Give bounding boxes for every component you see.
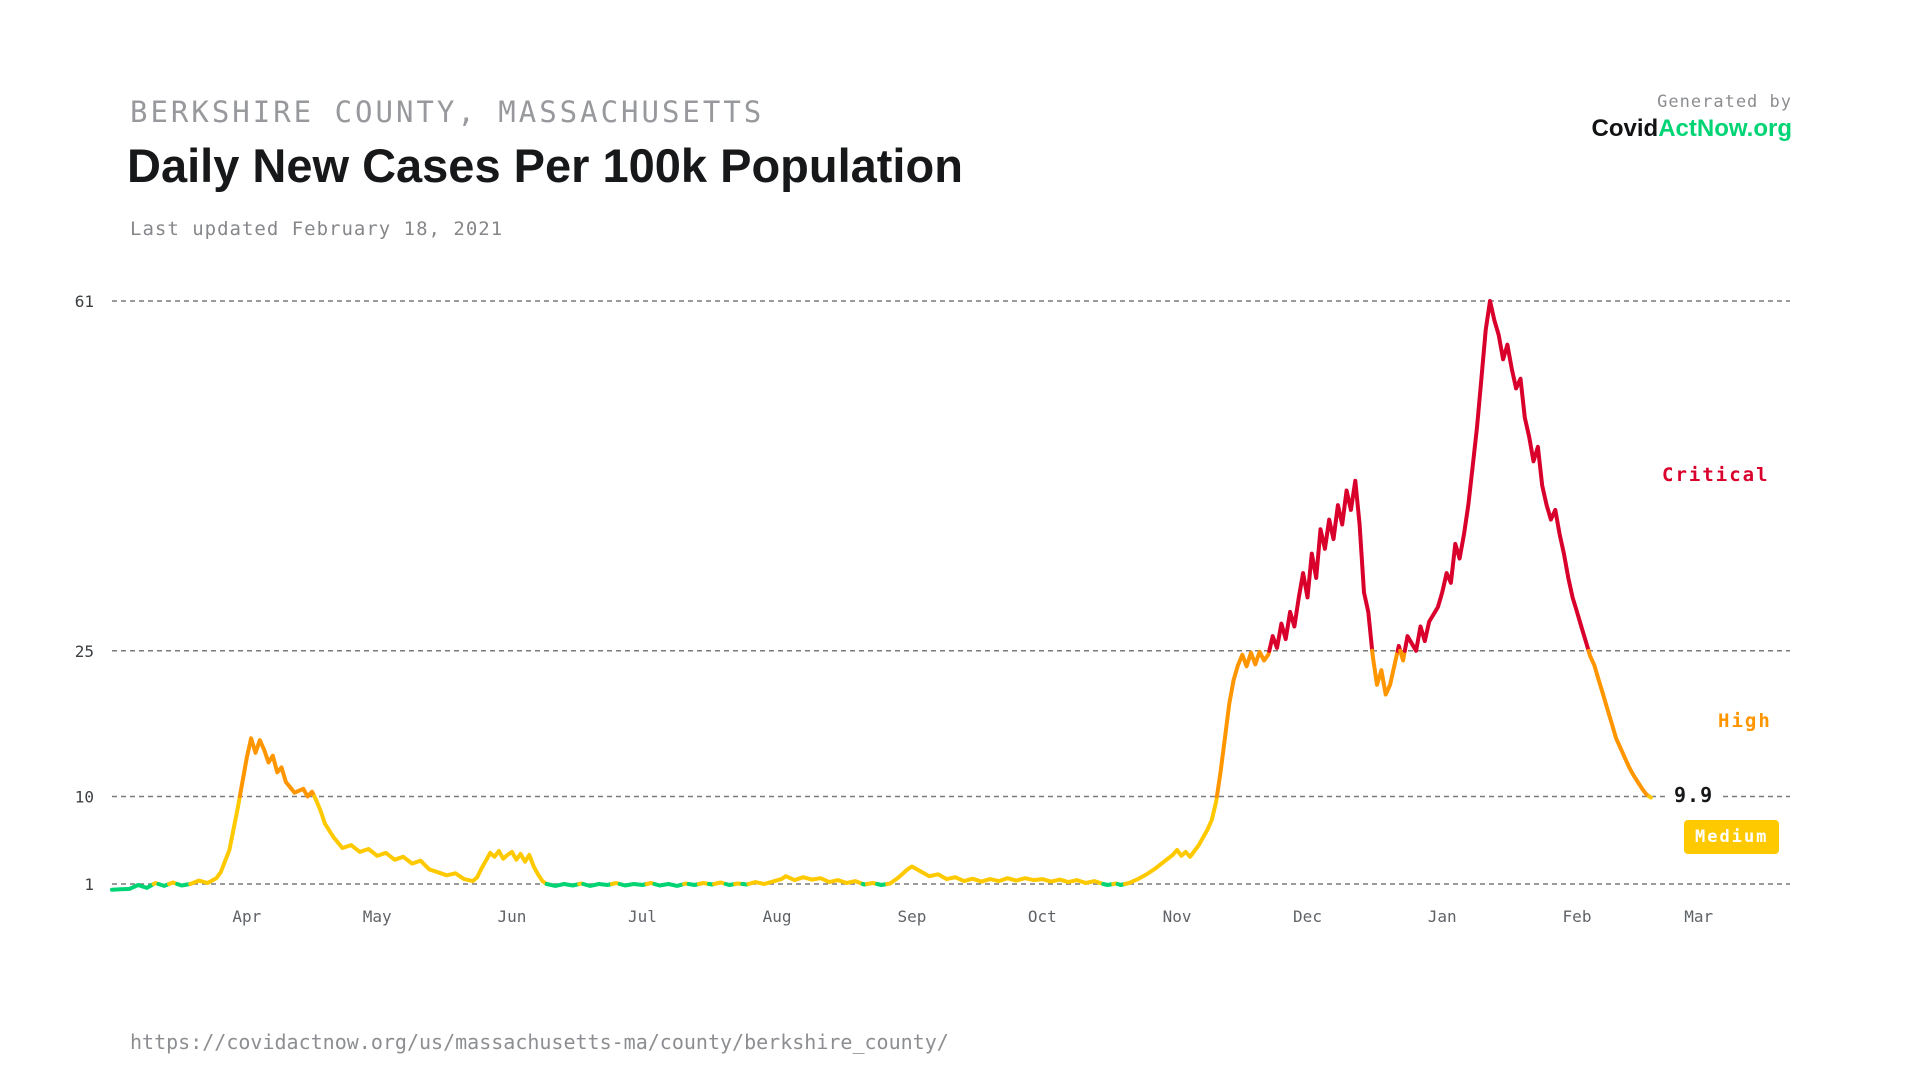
case-line-segment — [1647, 794, 1653, 800]
current-value-label: 9.9 — [1668, 783, 1720, 807]
x-tick-label: Oct — [1028, 907, 1057, 926]
source-url: https://covidactnow.org/us/massachusetts… — [130, 1030, 949, 1054]
last-updated-label: Last updated February 18, 2021 — [130, 218, 504, 240]
y-tick-label: 25 — [75, 642, 94, 661]
case-line-segment — [110, 882, 156, 892]
x-tick-label: Jul — [628, 907, 657, 926]
case-line-segment — [652, 882, 671, 888]
y-tick-label: 1 — [84, 875, 94, 894]
x-tick-label: Jan — [1428, 907, 1457, 926]
x-tick-label: Apr — [232, 907, 261, 926]
y-tick-label: 10 — [75, 788, 94, 807]
generated-by-label: Generated by — [1657, 92, 1792, 112]
case-line-segment — [1122, 794, 1219, 886]
case-line-segment — [1214, 648, 1272, 799]
high-level-label: High — [1718, 710, 1772, 732]
case-line-segment — [1370, 648, 1400, 697]
case-line-segment — [544, 882, 567, 888]
x-tick-label: Sep — [897, 907, 926, 926]
case-line-segment — [581, 882, 601, 888]
case-line-segment — [562, 882, 582, 888]
case-line-segment — [1267, 478, 1375, 653]
x-tick-label: Aug — [763, 907, 792, 926]
case-line-segment — [1398, 648, 1407, 663]
case-line-segment — [175, 882, 193, 888]
branding: Generated by CovidActNow.org — [1592, 92, 1792, 143]
case-line-segment — [885, 864, 1106, 886]
case-line-segment — [1402, 299, 1591, 653]
case-line-segment — [237, 736, 317, 799]
x-tick-label: Nov — [1163, 907, 1192, 926]
x-tick-label: Mar — [1684, 907, 1713, 926]
medium-level-badge: Medium — [1684, 820, 1780, 854]
case-line-segment — [666, 882, 687, 888]
logo-org-text: .org — [1746, 115, 1792, 142]
page-title: Daily New Cases Per 100k Population — [127, 139, 963, 192]
case-line-segment — [617, 882, 636, 888]
logo-actnow-text: ActNow — [1658, 115, 1747, 142]
x-tick-label: Feb — [1563, 907, 1592, 926]
y-tick-label: 61 — [75, 292, 94, 311]
county-label: BERKSHIRE COUNTY, MASSACHUSETTS — [130, 95, 765, 129]
x-tick-label: Jun — [497, 907, 526, 926]
covidactnow-logo: CovidActNow.org — [1592, 115, 1792, 143]
case-line-segment — [746, 874, 865, 886]
case-line-segment — [312, 794, 549, 886]
critical-level-label: Critical — [1662, 464, 1770, 486]
logo-covid-text: Covid — [1591, 115, 1659, 142]
x-tick-label: May — [363, 907, 392, 926]
case-line-segment — [1586, 648, 1652, 799]
x-tick-label: Dec — [1293, 907, 1322, 926]
case-line-segment — [188, 794, 242, 886]
